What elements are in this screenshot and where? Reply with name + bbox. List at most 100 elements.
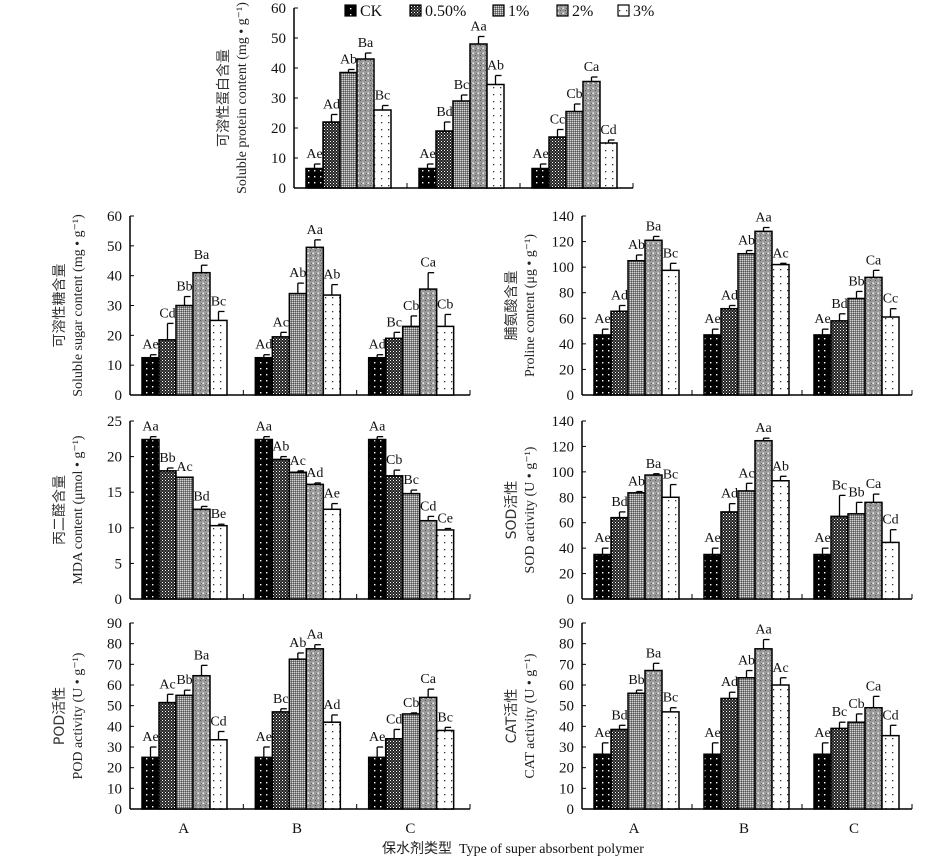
legend-swatch: [409, 4, 422, 17]
significance-label: Ae: [324, 487, 340, 502]
bar-CK: [141, 438, 160, 600]
y-tick-label: 100: [552, 260, 575, 276]
category-label: B: [739, 821, 749, 837]
bar-CK: [813, 553, 832, 600]
significance-label: Ae: [814, 312, 830, 327]
bar-3pct: [209, 739, 228, 810]
panel-sod: 020406080100120140AeBdAbBaBcAeAdAcAaAbAe…: [504, 414, 913, 608]
bar-CK: [813, 753, 832, 810]
bar-2pct: [305, 648, 325, 810]
y-tick-label: 20: [107, 450, 122, 466]
bar-1pct: [288, 471, 308, 600]
significance-label: Ab: [340, 53, 357, 68]
y-tick-label: 0: [567, 388, 575, 404]
significance-label: Ac: [772, 246, 788, 261]
bar-3pct: [322, 508, 342, 600]
y-tick-label: 20: [107, 761, 122, 777]
significance-label: Ad: [369, 338, 386, 353]
bar-1pct: [401, 325, 421, 396]
significance-label: Ac: [772, 661, 788, 676]
significance-label: Ae: [594, 531, 610, 546]
significance-label: Bc: [403, 473, 419, 488]
bar-1pct: [627, 692, 646, 810]
bar-2pct: [192, 508, 211, 600]
significance-label: Bc: [454, 78, 470, 93]
y-tick-label: 0: [115, 802, 123, 818]
bar-3pct: [209, 524, 228, 600]
bar-CK: [254, 756, 274, 810]
y-axis-label-cn: POD活性: [52, 687, 68, 745]
y-tick-label: 40: [559, 541, 574, 557]
bar-2pct: [192, 674, 211, 810]
bar-3pct: [322, 294, 342, 396]
bar-3pct: [661, 496, 680, 600]
y-tick-label: 50: [559, 699, 574, 715]
bar-CK: [703, 553, 722, 600]
y-tick-label: 80: [107, 637, 122, 653]
significance-label: Ad: [721, 289, 738, 304]
y-tick-label: 140: [552, 414, 575, 430]
significance-label: Cd: [159, 306, 175, 321]
significance-label: Ab: [772, 459, 789, 474]
significance-label: Ab: [738, 234, 755, 249]
significance-label: Bb: [176, 673, 192, 688]
bar-1pct: [288, 292, 308, 396]
bar-0_50pct: [610, 310, 629, 396]
bar-2pct: [305, 246, 325, 396]
y-tick-label: 0: [567, 802, 575, 818]
significance-label: Ab: [289, 636, 306, 651]
bar-3pct: [435, 325, 455, 396]
significance-label: Ab: [738, 654, 755, 669]
y-tick-label: 80: [559, 286, 574, 302]
bar-1pct: [565, 110, 584, 189]
significance-label: Cd: [210, 715, 226, 730]
legend-item: 3%: [617, 3, 654, 20]
y-tick-label: 80: [559, 490, 574, 506]
significance-label: Bc: [273, 692, 289, 707]
bar-1pct: [627, 492, 646, 600]
bar-2pct: [582, 80, 601, 189]
significance-label: Ab: [628, 238, 645, 253]
category-label: A: [629, 821, 640, 837]
bar-1pct: [288, 658, 308, 810]
significance-label: Bd: [831, 297, 847, 312]
y-axis-label-en: Soluble sugar content (mg • g⁻¹): [71, 214, 86, 397]
significance-label: Ae: [256, 730, 272, 745]
bar-2pct: [864, 276, 883, 396]
significance-label: Ac: [273, 315, 289, 330]
significance-label: Ac: [738, 466, 754, 481]
y-axis-label-en: CAT activity (U • g⁻¹): [523, 653, 538, 778]
bar-3pct: [209, 319, 228, 396]
bar-1pct: [737, 252, 756, 396]
significance-label: Cb: [437, 297, 453, 312]
significance-label: Bc: [832, 478, 848, 493]
bar-1pct: [175, 304, 194, 396]
y-tick-label: 30: [559, 740, 574, 756]
y-tick-label: 10: [271, 151, 286, 167]
significance-label: Ae: [142, 338, 158, 353]
bar-CK: [531, 167, 550, 189]
legend-item: 1%: [492, 3, 529, 20]
significance-label: Aa: [256, 420, 273, 435]
significance-label: Ae: [594, 726, 610, 741]
y-tick-label: 120: [552, 439, 575, 455]
y-tick-label: 10: [107, 358, 122, 374]
bar-2pct: [356, 58, 375, 189]
bar-0_50pct: [384, 737, 404, 810]
y-tick-label: 15: [107, 485, 122, 501]
significance-label: Cb: [566, 87, 582, 102]
significance-label: Ae: [814, 726, 830, 741]
legend-item: CK: [344, 3, 383, 20]
significance-label: Ae: [704, 531, 720, 546]
significance-label: Cb: [848, 697, 864, 712]
bar-2pct: [754, 439, 773, 600]
bar-2pct: [864, 501, 883, 600]
